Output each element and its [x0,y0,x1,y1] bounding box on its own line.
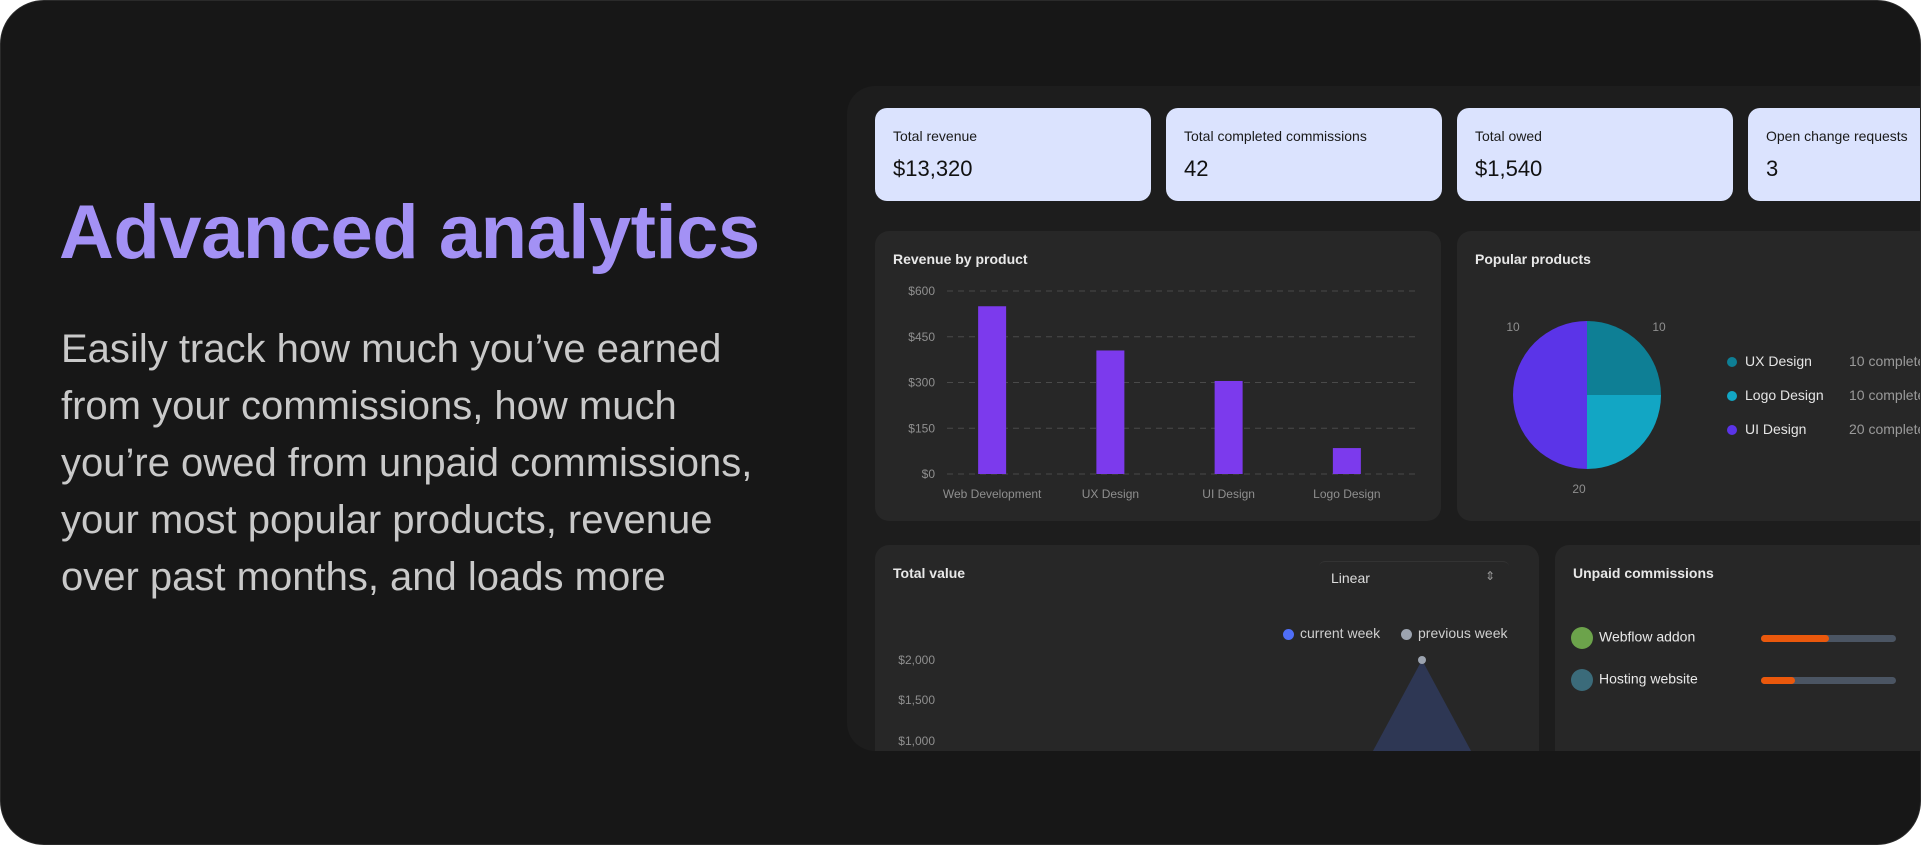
slice-value-label: 10 [1652,320,1666,334]
slice-value-label: 20 [1572,482,1586,496]
stat-label: Total owed [1475,128,1542,144]
unpaid-commissions-panel: Unpaid commissions Webflow addon Hosting… [1555,545,1920,751]
legend-count: 20 complete [1849,421,1921,437]
legend-label: current week [1300,625,1381,641]
y-tick-label: $1,000 [898,734,935,748]
pie-slice [1587,321,1661,395]
stat-value: $13,320 [893,156,973,181]
avatar-icon [1571,627,1593,649]
legend-label: UI Design [1745,421,1807,437]
unpaid-item[interactable]: Hosting website [1571,669,1896,691]
x-tick-label: Web Development [943,487,1042,501]
legend-dot [1727,357,1737,368]
progress-bar [1761,677,1896,684]
legend-dot [1283,628,1294,640]
panel-title: Unpaid commissions [1573,565,1714,581]
y-tick-label: $600 [908,284,935,298]
scale-select[interactable]: Linear ⇕ [1319,561,1509,593]
avatar-icon [1571,669,1593,691]
previous-week-point [1418,656,1426,664]
stat-card-total-revenue[interactable]: Total revenue $13,320 [875,108,1151,201]
y-tick-label: $1,500 [898,693,935,707]
legend-label: previous week [1418,625,1508,641]
pie-slice [1513,321,1587,469]
bar [1096,350,1125,474]
previous-week-area [1372,660,1472,751]
legend-item-ui-design: UI Design 20 complete [1727,421,1920,437]
progress-bar [1761,635,1896,642]
revenue-bar-chart: $600 $450 $300 $150 $0 Web Development UX Desi… [908,284,1420,501]
x-tick-label: UI Design [1202,487,1255,501]
legend-count: 10 complete [1849,387,1921,403]
total-value-panel: Total value Linear ⇕ current week previo… [875,545,1539,751]
y-tick-label: $150 [908,421,935,435]
y-tick-label: $450 [908,330,935,344]
legend-dot [1727,391,1737,402]
stat-card-total-owed[interactable]: Total owed $1,540 [1457,108,1733,201]
legend-item-ux-design: UX Design 10 complete [1727,353,1920,369]
x-tick-label: UX Design [1082,487,1139,501]
y-tick-label: $2,000 [898,653,935,667]
unpaid-item[interactable]: Webflow addon [1571,627,1896,649]
stat-card-completed-commissions[interactable]: Total completed commissions 42 [1166,108,1442,201]
panel-title: Revenue by product [893,251,1028,267]
updown-chevron-icon: ⇕ [1484,569,1495,583]
panel-title: Total value [893,565,966,581]
y-tick-label: $300 [908,376,935,390]
stat-value: 3 [1766,156,1779,181]
legend-previous-week: previous week [1401,625,1508,641]
progress-bar-fill [1761,677,1795,684]
dashboard-preview: Total revenue $13,320 Total completed co… [847,86,1920,751]
stat-value: 42 [1184,156,1209,181]
legend-count: 10 complete [1849,353,1921,369]
stat-label: Total revenue [893,128,978,144]
popular-products-pie-chart: 10 10 20 [1506,320,1666,496]
feature-title: Advanced analytics [59,190,760,275]
feature-description: Easily track how much you’ve earned from… [61,327,753,599]
stat-label: Open change requests [1766,128,1908,144]
bar [1332,448,1361,474]
legend-dot [1401,628,1412,640]
x-tick-label: Logo Design [1313,487,1380,501]
bar [978,306,1007,474]
pie-slice [1587,395,1661,469]
progress-bar-fill [1761,635,1829,642]
panel-title: Popular products [1475,251,1591,267]
unpaid-item-name: Hosting website [1599,670,1698,687]
legend-dot [1727,425,1737,436]
legend-label: Logo Design [1745,387,1824,403]
slice-value-label: 10 [1506,320,1520,334]
unpaid-item-name: Webflow addon [1599,628,1696,645]
stat-label: Total completed commissions [1184,128,1367,144]
popular-products-panel: Popular products 10 10 20 UX Design 10 comp… [1457,231,1920,521]
legend-item-logo-design: Logo Design 10 complete [1727,387,1920,403]
stat-value: $1,540 [1475,156,1543,181]
stat-card-open-change-requests[interactable]: Open change requests 3 [1748,108,1920,201]
bar [1214,380,1243,474]
scale-select-value: Linear [1331,570,1370,586]
legend-current-week: current week [1283,625,1380,641]
total-value-area-chart: $2,000 $1,500 $1,000 [898,653,1472,751]
legend-label: UX Design [1745,353,1812,369]
y-tick-label: $0 [922,467,936,481]
revenue-by-product-panel: Revenue by product $600 $450 $300 $150 $0 Web… [875,231,1441,521]
